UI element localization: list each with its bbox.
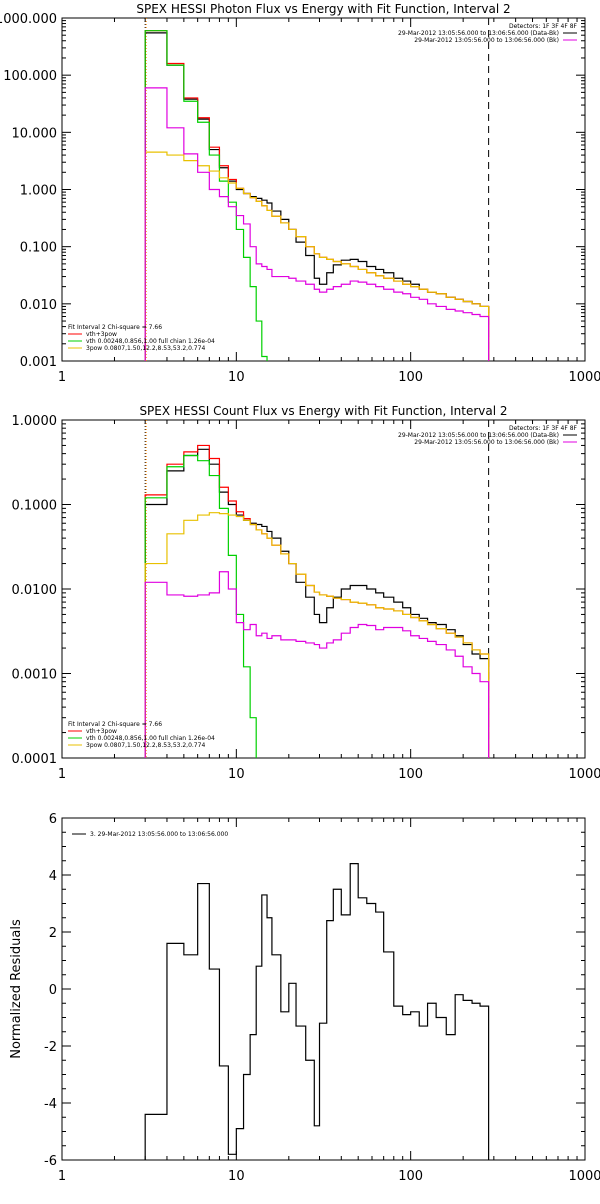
y-tick-label: 0.010 [20, 298, 57, 313]
series-line [145, 31, 488, 418]
x-tick-label: 100 [398, 370, 423, 385]
plot-area [145, 864, 488, 1160]
chart-title: SPEX HESSI Photon Flux vs Energy with Fi… [136, 2, 510, 16]
y-tick-label: 10.000 [12, 126, 58, 141]
y-tick-label: 2 [49, 926, 57, 941]
chart-2: SPEX HESSI Count Flux vs Energy with Fit… [12, 404, 600, 843]
y-tick-label: 0.1000 [12, 499, 58, 514]
plot-area [145, 420, 488, 843]
chart-1: SPEX HESSI Photon Flux vs Energy with Fi… [0, 2, 600, 418]
legend-text: vth+3pow [86, 728, 117, 735]
legend-text: 3pow 0.0807,1.50,12.2,8.53,53.2,0.774 [86, 345, 205, 352]
legend-text: Fit Interval 2 Chi-square = 7.66 [68, 721, 162, 728]
y-tick-label: 0.0100 [12, 583, 58, 598]
legend-text: 29-Mar-2012 13:05:56.000 to 13:06:56.000… [414, 439, 559, 446]
x-tick-label: 1000 [568, 1169, 600, 1184]
plot-frame [62, 420, 585, 758]
y-tick-label: 0 [49, 983, 57, 998]
series-line [145, 31, 488, 381]
legend-text: Fit Interval 2 Chi-square = 7.66 [68, 324, 162, 331]
y-tick-label: 4 [49, 869, 57, 884]
x-tick-label: 10 [228, 767, 245, 782]
x-tick-label: 1 [58, 767, 66, 782]
y-tick-label: -6 [44, 1154, 57, 1169]
plot-area [145, 18, 488, 418]
series-line [145, 449, 488, 778]
legend-text: 29-Mar-2012 13:05:56.000 to 13:06:56.000… [398, 432, 559, 439]
y-tick-label: 1000.000 [0, 12, 57, 27]
series-line [145, 33, 488, 381]
legend-text: 3. 29-Mar-2012 13:05:56.000 to 13:06:56.… [90, 831, 228, 838]
y-tick-label: 0.100 [20, 241, 57, 256]
y-tick-label: 100.000 [3, 69, 57, 84]
y-tick-label: 0.001 [20, 355, 57, 370]
x-tick-label: 10 [228, 1169, 245, 1184]
y-tick-label: 0.0001 [12, 752, 58, 767]
plot-frame [62, 18, 585, 361]
y-axis-label: Normalized Residuals [9, 919, 24, 1059]
legend-text: vth 0.00248,0.856,1.00 full chian 1.26e-… [86, 338, 215, 345]
x-tick-label: 1 [58, 1169, 66, 1184]
chart-title: SPEX HESSI Count Flux vs Energy with Fit… [139, 404, 507, 418]
legend-text: Detectors: 1F 3F 4F 8F [509, 23, 578, 30]
legend-text: vth+3pow [86, 331, 117, 338]
x-tick-label: 100 [398, 1169, 423, 1184]
legend-text: 29-Mar-2012 13:05:56.000 to 13:06:56.000… [398, 30, 559, 37]
x-tick-label: 1 [58, 370, 66, 385]
y-tick-label: 0.0010 [12, 668, 58, 683]
series-line [145, 456, 488, 843]
legend-text: 3pow 0.0807,1.50,12.2,8.53,53.2,0.774 [86, 742, 205, 749]
y-tick-label: 1.000 [20, 184, 57, 199]
x-tick-label: 1000 [568, 370, 600, 385]
x-tick-label: 100 [398, 767, 423, 782]
series-line [145, 445, 488, 778]
y-tick-label: -2 [44, 1040, 57, 1055]
x-tick-label: 10 [228, 370, 245, 385]
series-line [145, 864, 488, 1160]
legend-text: 29-Mar-2012 13:05:56.000 to 13:06:56.000… [414, 37, 559, 44]
y-tick-label: -4 [44, 1097, 57, 1112]
x-tick-label: 1000 [568, 767, 600, 782]
y-tick-label: 1.0000 [12, 414, 58, 429]
y-tick-label: 6 [49, 812, 57, 827]
legend-text: vth 0.00248,0.856,1.00 full chian 1.26e-… [86, 735, 215, 742]
plot-frame [62, 818, 585, 1160]
chart-3: 1 10 100 1000 -6 -4 -2 0 2 4 6 Normalized Residuals… [9, 812, 600, 1184]
legend-text: Detectors: 1F 3F 4F 8F [509, 425, 578, 432]
